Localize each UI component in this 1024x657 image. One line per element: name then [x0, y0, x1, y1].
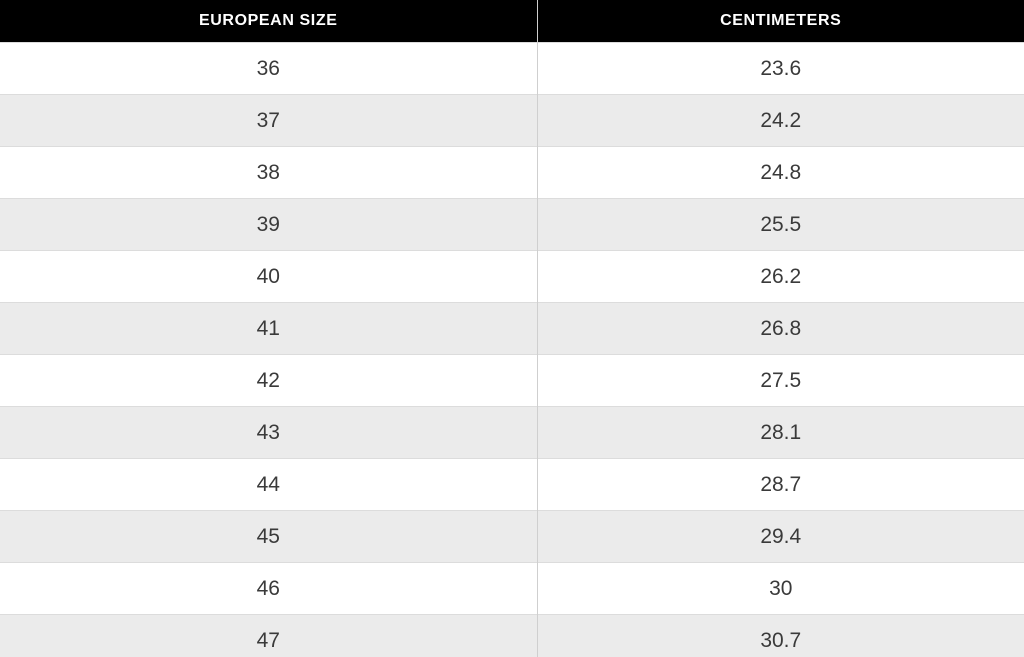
- size-chart-body: 36 23.6 37 24.2 38 24.8 39 25.5 40 26.2 …: [0, 42, 1024, 657]
- cm-cell: 30: [536, 562, 1024, 615]
- table-row: 45 29.4: [0, 510, 1024, 563]
- eu-size-cell: 42: [0, 354, 537, 407]
- cm-cell: 26.2: [536, 250, 1024, 303]
- eu-size-cell: 47: [0, 614, 537, 657]
- size-chart-header: EUROPEAN SIZE CENTIMETERS: [0, 0, 1024, 43]
- table-row: 42 27.5: [0, 354, 1024, 407]
- eu-size-cell: 44: [0, 458, 537, 511]
- table-row: 43 28.1: [0, 406, 1024, 459]
- eu-size-cell: 45: [0, 510, 537, 563]
- eu-size-cell: 38: [0, 146, 537, 199]
- cm-cell: 30.7: [536, 614, 1024, 657]
- eu-size-cell: 37: [0, 94, 537, 147]
- eu-size-cell: 41: [0, 302, 537, 355]
- cm-cell: 25.5: [536, 198, 1024, 251]
- eu-size-cell: 39: [0, 198, 537, 251]
- eu-size-cell: 43: [0, 406, 537, 459]
- cm-cell: 24.8: [536, 146, 1024, 199]
- eu-size-cell: 36: [0, 42, 537, 95]
- table-row: 44 28.7: [0, 458, 1024, 511]
- header-row: EUROPEAN SIZE CENTIMETERS: [0, 0, 1024, 43]
- cm-cell: 29.4: [536, 510, 1024, 563]
- eu-size-cell: 46: [0, 562, 537, 615]
- table-row: 38 24.8: [0, 146, 1024, 199]
- table-row: 36 23.6: [0, 42, 1024, 95]
- cm-cell: 28.1: [536, 406, 1024, 459]
- table-row: 39 25.5: [0, 198, 1024, 251]
- header-european-size: EUROPEAN SIZE: [0, 0, 537, 43]
- table-row: 47 30.7: [0, 614, 1024, 657]
- header-centimeters: CENTIMETERS: [536, 0, 1024, 43]
- cm-cell: 28.7: [536, 458, 1024, 511]
- cm-cell: 26.8: [536, 302, 1024, 355]
- cm-cell: 24.2: [536, 94, 1024, 147]
- table-row: 37 24.2: [0, 94, 1024, 147]
- eu-size-cell: 40: [0, 250, 537, 303]
- cm-cell: 27.5: [536, 354, 1024, 407]
- table-row: 46 30: [0, 562, 1024, 615]
- table-row: 41 26.8: [0, 302, 1024, 355]
- table-row: 40 26.2: [0, 250, 1024, 303]
- cm-cell: 23.6: [536, 42, 1024, 95]
